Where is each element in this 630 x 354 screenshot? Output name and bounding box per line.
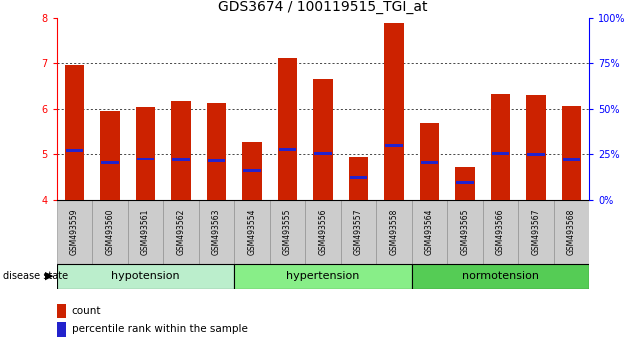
Bar xyxy=(376,200,411,264)
Bar xyxy=(483,200,518,264)
Text: GSM493554: GSM493554 xyxy=(248,209,256,255)
Bar xyxy=(57,264,234,289)
Text: disease state: disease state xyxy=(3,271,68,281)
Bar xyxy=(57,200,92,264)
Bar xyxy=(554,200,589,264)
Text: GSM493565: GSM493565 xyxy=(461,209,469,255)
Text: GSM493560: GSM493560 xyxy=(105,209,115,255)
Bar xyxy=(234,264,411,289)
Text: GSM493561: GSM493561 xyxy=(141,209,150,255)
Bar xyxy=(447,200,483,264)
Text: GSM493559: GSM493559 xyxy=(70,209,79,255)
Bar xyxy=(314,152,331,155)
Text: GSM493564: GSM493564 xyxy=(425,209,434,255)
Text: GSM493558: GSM493558 xyxy=(389,209,398,255)
Bar xyxy=(137,158,154,160)
Bar xyxy=(65,65,84,200)
Text: ▶: ▶ xyxy=(45,271,54,281)
Bar xyxy=(313,79,333,200)
Bar xyxy=(350,176,367,179)
Bar xyxy=(163,200,198,264)
Bar xyxy=(527,153,544,156)
Text: GSM493555: GSM493555 xyxy=(283,209,292,255)
Text: GSM493562: GSM493562 xyxy=(176,209,185,255)
Bar xyxy=(100,111,120,200)
Bar xyxy=(384,23,404,200)
Text: GSM493567: GSM493567 xyxy=(531,209,541,255)
Text: hypertension: hypertension xyxy=(286,271,360,281)
Text: normotension: normotension xyxy=(462,271,539,281)
Bar xyxy=(491,152,509,155)
Bar xyxy=(242,142,261,200)
Bar xyxy=(92,200,128,264)
Bar xyxy=(57,322,66,337)
Bar xyxy=(526,95,546,200)
Bar xyxy=(270,200,305,264)
Bar xyxy=(198,200,234,264)
Bar xyxy=(411,200,447,264)
Bar xyxy=(234,200,270,264)
Bar xyxy=(66,149,83,152)
Bar xyxy=(456,181,474,184)
Bar xyxy=(278,58,297,200)
Bar xyxy=(57,304,66,319)
Text: GSM493557: GSM493557 xyxy=(354,209,363,255)
Text: GSM493563: GSM493563 xyxy=(212,209,221,255)
Bar xyxy=(348,157,368,200)
Bar xyxy=(518,200,554,264)
Bar xyxy=(135,107,155,200)
Bar xyxy=(385,144,403,147)
Bar xyxy=(243,169,261,172)
Bar xyxy=(491,94,510,200)
Text: percentile rank within the sample: percentile rank within the sample xyxy=(72,324,248,334)
Bar xyxy=(128,200,163,264)
Bar xyxy=(171,101,191,200)
Text: hypotension: hypotension xyxy=(111,271,180,281)
Bar xyxy=(172,159,190,161)
Bar xyxy=(207,103,226,200)
Bar xyxy=(305,200,341,264)
Bar xyxy=(411,264,589,289)
Bar xyxy=(420,122,439,200)
Text: GSM493556: GSM493556 xyxy=(318,209,328,255)
Text: count: count xyxy=(72,306,101,316)
Bar xyxy=(101,161,118,164)
Bar xyxy=(278,148,296,152)
Bar xyxy=(421,161,438,164)
Bar xyxy=(561,105,581,200)
Text: GSM493568: GSM493568 xyxy=(567,209,576,255)
Title: GDS3674 / 100119515_TGI_at: GDS3674 / 100119515_TGI_at xyxy=(218,0,428,14)
Bar xyxy=(563,159,580,161)
Bar xyxy=(208,159,225,162)
Text: GSM493566: GSM493566 xyxy=(496,209,505,255)
Bar xyxy=(341,200,376,264)
Bar xyxy=(455,167,474,200)
